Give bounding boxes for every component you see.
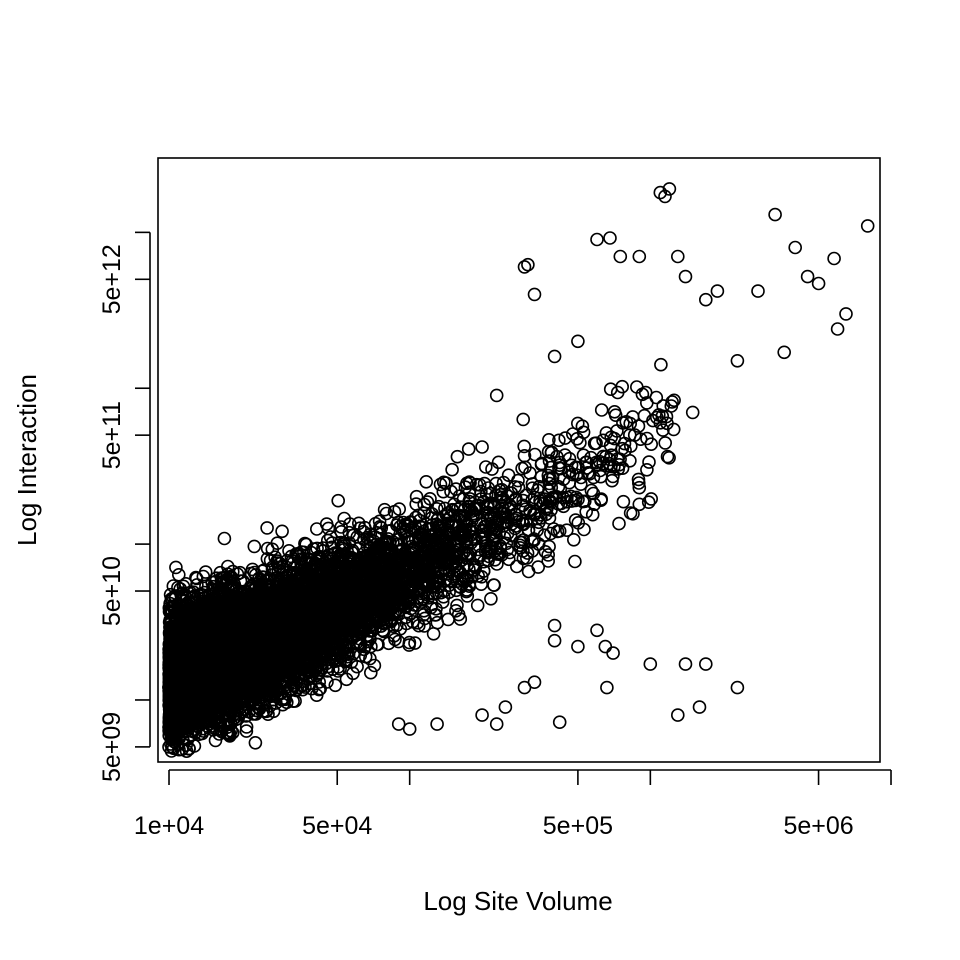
data-point	[641, 495, 656, 510]
data-point	[461, 442, 476, 456]
data-point	[436, 484, 451, 499]
data-point	[419, 474, 434, 489]
data-point	[331, 493, 346, 508]
data-point	[379, 506, 394, 521]
data-point	[615, 379, 630, 394]
data-point	[640, 431, 654, 446]
data-point	[392, 502, 407, 516]
data-point	[409, 489, 424, 504]
data-point	[172, 567, 186, 582]
data-point	[516, 412, 531, 427]
data-point	[485, 462, 499, 476]
data-point	[491, 455, 506, 470]
data-points	[162, 182, 875, 759]
data-point	[534, 457, 549, 472]
data-point	[656, 423, 670, 437]
data-point	[559, 523, 574, 538]
data-point	[484, 591, 498, 606]
data-point	[328, 678, 343, 693]
data-point	[541, 554, 556, 568]
data-point	[662, 450, 676, 465]
data-point	[640, 462, 654, 477]
data-point	[478, 460, 493, 474]
data-point	[239, 720, 254, 734]
data-point	[603, 382, 618, 397]
data-point	[493, 487, 508, 502]
data-point	[496, 475, 511, 490]
data-point	[660, 449, 675, 464]
data-point	[309, 522, 324, 536]
data-point	[660, 416, 674, 431]
data-point	[631, 476, 646, 490]
data-point	[642, 455, 656, 469]
data-point	[217, 531, 232, 546]
data-point	[608, 408, 623, 423]
data-point	[449, 603, 463, 618]
data-point	[351, 516, 366, 531]
data-point	[320, 675, 334, 689]
data-point	[612, 516, 626, 531]
data-point	[321, 521, 336, 536]
data-point	[644, 492, 659, 506]
data-point	[408, 636, 422, 650]
data-point	[584, 483, 599, 498]
data-point	[658, 436, 673, 450]
data-point	[476, 564, 491, 578]
